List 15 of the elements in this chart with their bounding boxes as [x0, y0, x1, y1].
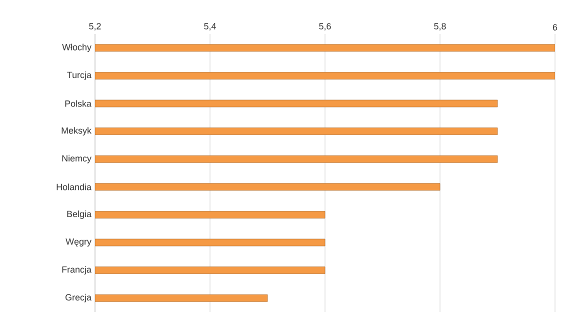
x-tick-label: 5,8 — [434, 23, 446, 30]
y-tick-label: Włochy — [62, 44, 92, 52]
y-tick-label: Meksyk — [62, 127, 92, 136]
y-tick-label: Belgia — [67, 210, 92, 219]
y-tick-label: Węgry — [66, 238, 92, 247]
x-tick-label: 6 — [552, 24, 558, 30]
y-tick-label: Holandia — [56, 184, 92, 190]
x-tick-label: 5,2 — [89, 23, 101, 30]
x-tick-label: 5,4 — [204, 23, 216, 30]
y-tick-label: Polska — [65, 100, 92, 107]
y-tick-label: Francja — [62, 266, 92, 274]
y-tick-label: Grecja — [66, 294, 92, 302]
x-tick-label: 5,6 — [319, 23, 331, 30]
y-tick-label: Niemcy — [62, 154, 92, 164]
y-tick-label: Turcja — [67, 72, 92, 80]
